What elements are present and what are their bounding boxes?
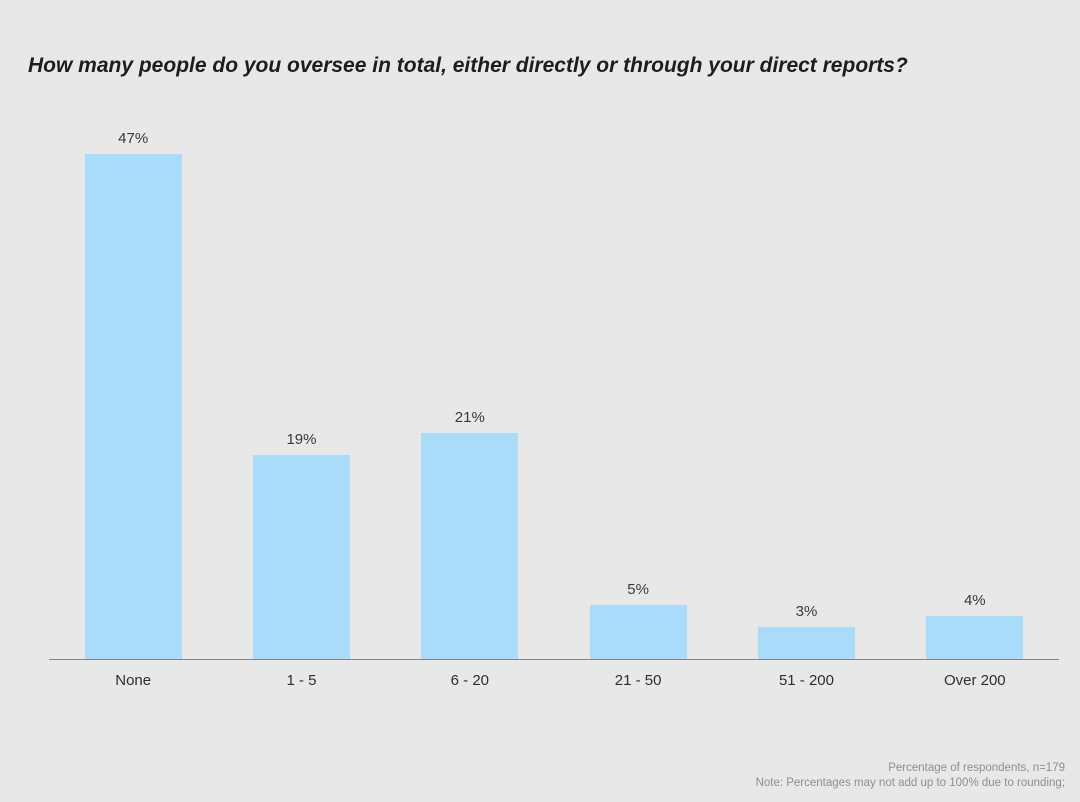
footnote-line-1: Percentage of respondents, n=179 <box>888 762 1065 774</box>
bar-slot: 3% <box>722 119 890 659</box>
bar-value-label: 3% <box>795 602 818 620</box>
bar-value-label: 21% <box>454 409 485 427</box>
bar-series: 47% 19% 21% 5% 3% 4% <box>49 119 1059 659</box>
category-label: 1 - 5 <box>286 672 317 689</box>
category-label: 21 - 50 <box>614 672 662 689</box>
bar-value-label: 47% <box>118 129 149 147</box>
category-label: None <box>115 672 152 689</box>
bar-slot: 5% <box>554 119 722 659</box>
bar-value-label: 19% <box>286 430 317 448</box>
footnote-line-2: Note: Percentages may not add up to 100%… <box>755 777 1065 789</box>
bar-slot: 47% <box>49 119 217 659</box>
bar-slot: 21% <box>386 119 554 659</box>
bar-21-50 <box>589 605 687 659</box>
plot-area: 47% 19% 21% 5% 3% 4% <box>49 119 1059 659</box>
bar-value-label: 5% <box>627 581 649 599</box>
bar-value-label: 4% <box>963 592 986 609</box>
bar-51-200 <box>757 626 855 659</box>
category-label: 6 - 20 <box>450 672 489 689</box>
footnote: Percentage of respondents, n=179 Note: P… <box>756 761 1065 791</box>
bar-slot: 19% <box>217 119 385 659</box>
category-label: Over 200 <box>943 672 1006 689</box>
x-axis-labels: None 1 - 5 6 - 20 21 - 50 51 - 200 Over 200 <box>49 672 1059 689</box>
bar-none <box>84 153 182 659</box>
category-label: 51 - 200 <box>778 672 834 689</box>
bar-6-20 <box>421 433 519 659</box>
chart-title: How many people do you oversee in total,… <box>28 54 908 77</box>
x-axis-line <box>49 659 1059 660</box>
bar-1-5 <box>252 454 350 659</box>
bar-over-200 <box>926 616 1024 659</box>
bar-slot: 4% <box>891 119 1059 659</box>
